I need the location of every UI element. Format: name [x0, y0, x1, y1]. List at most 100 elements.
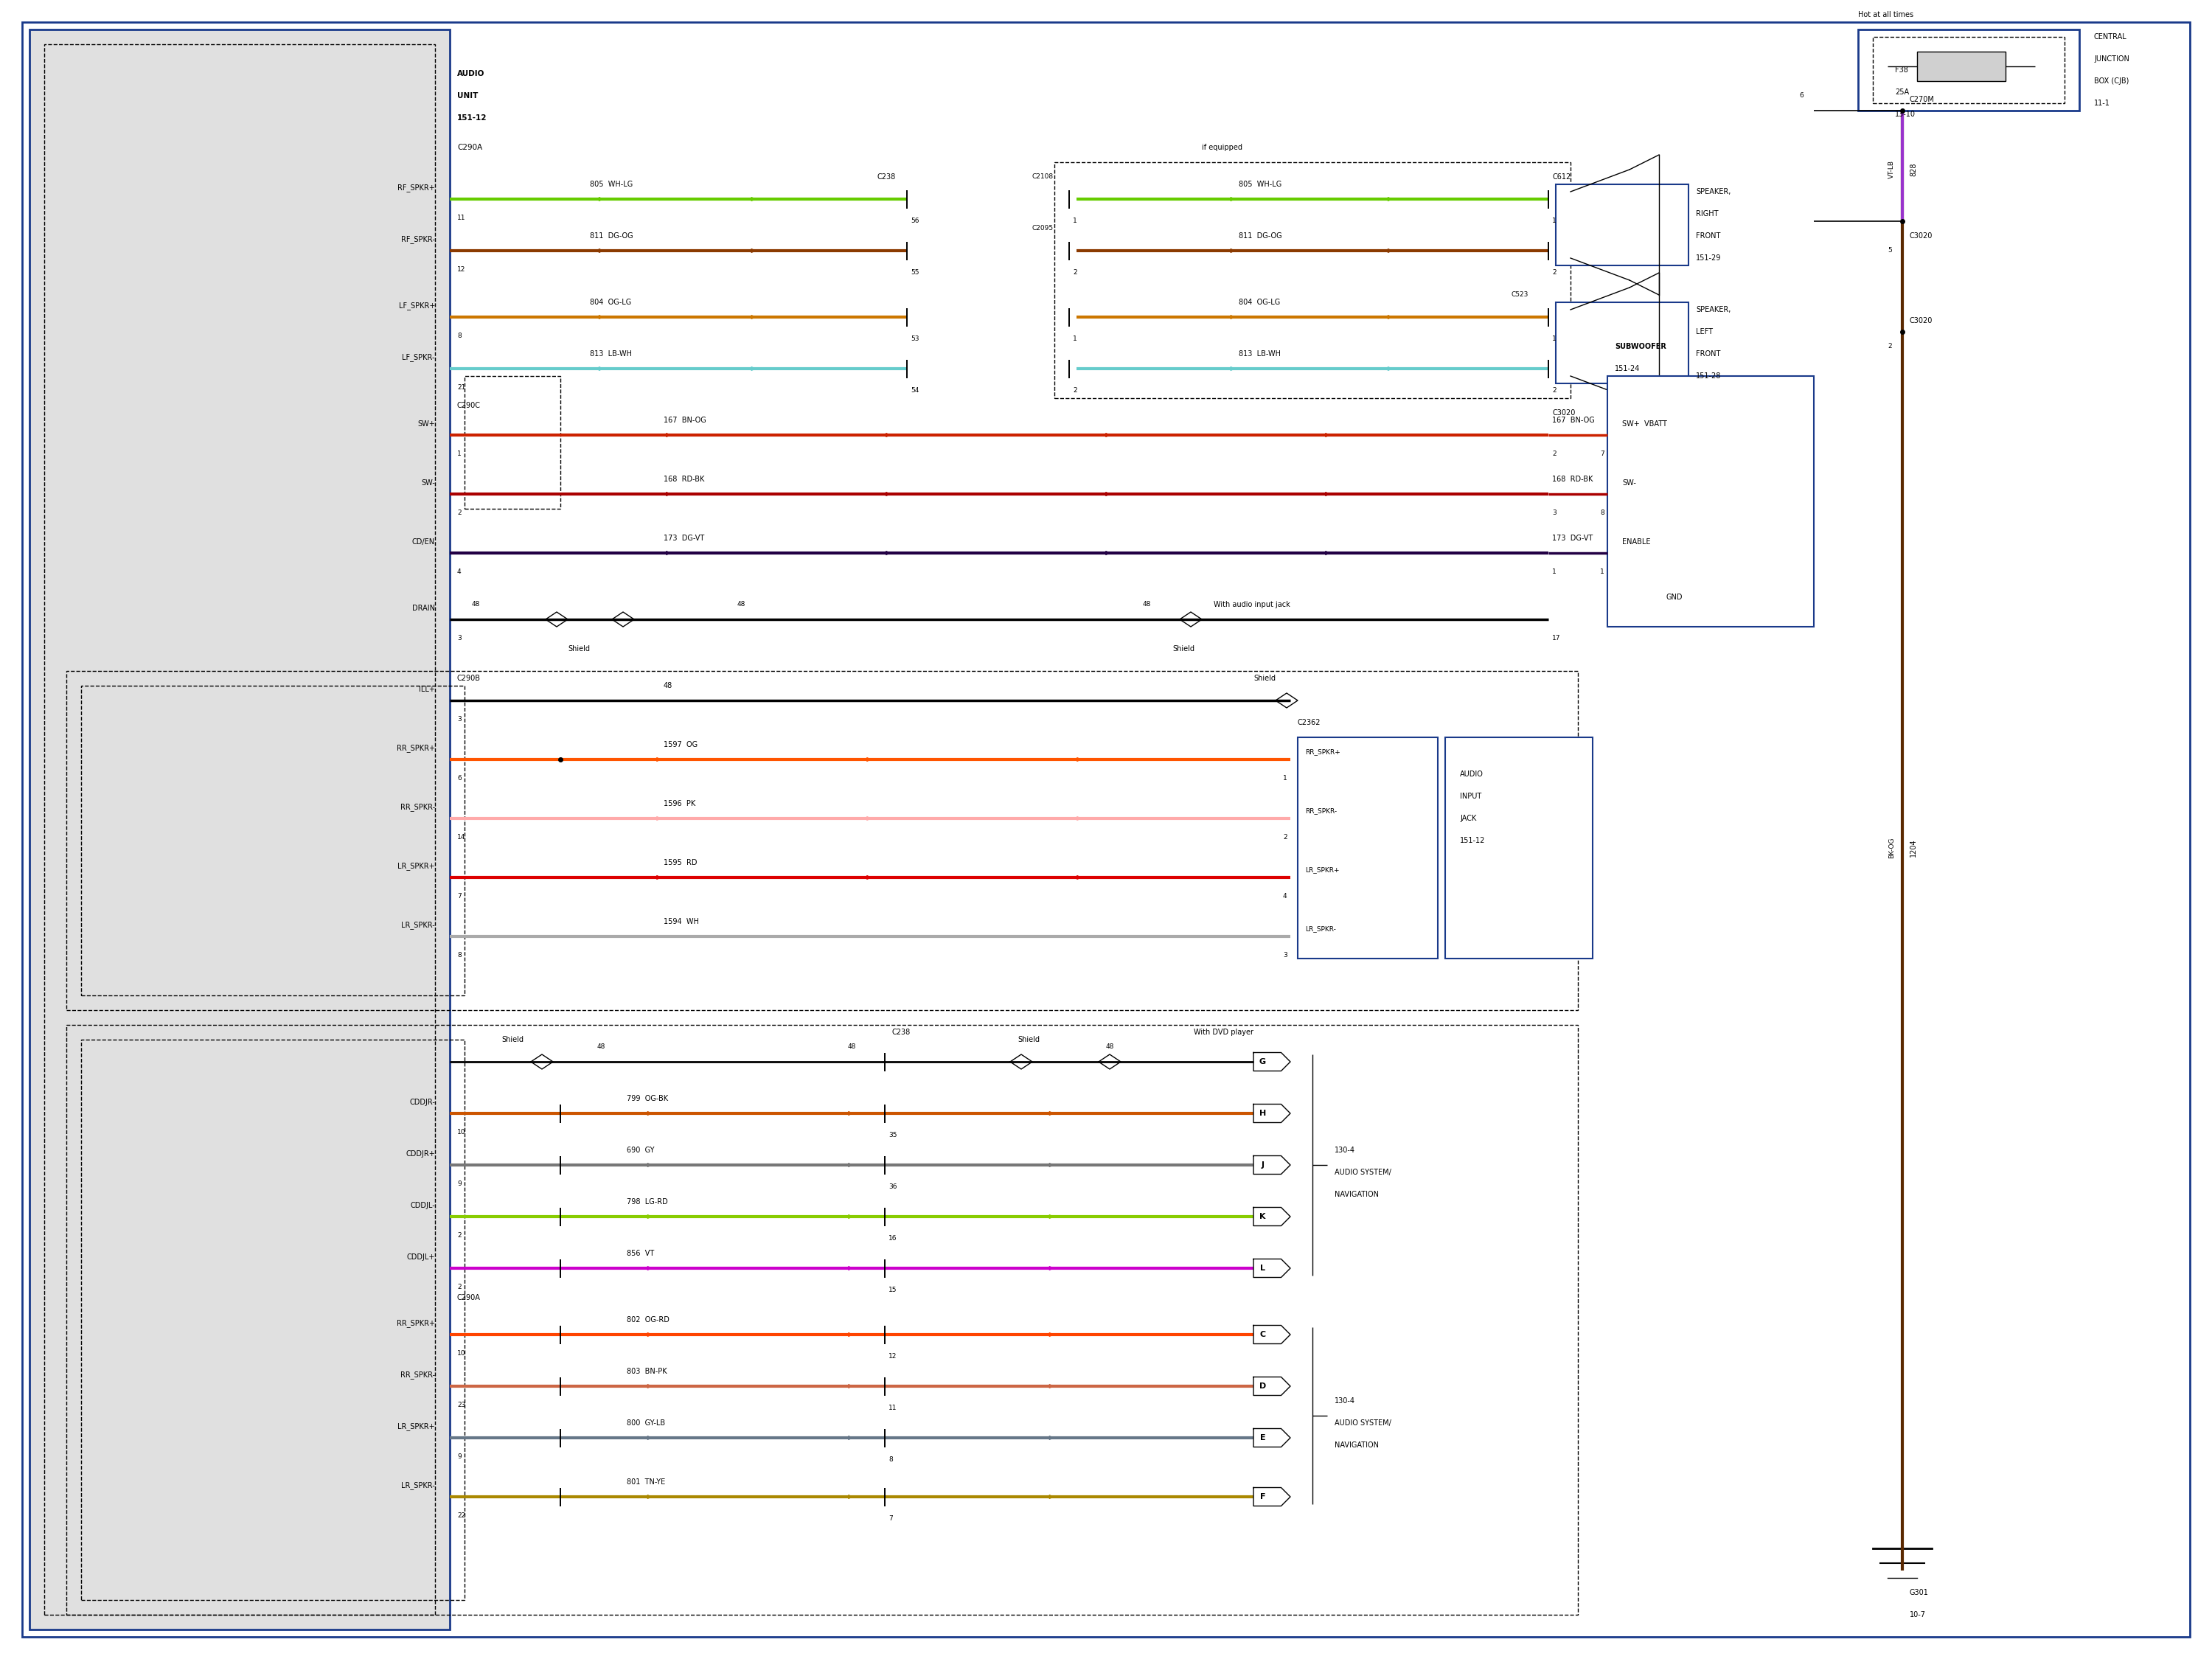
Text: 7: 7	[1599, 450, 1604, 456]
Text: With DVD player: With DVD player	[1194, 1029, 1254, 1035]
Text: 7: 7	[458, 893, 462, 899]
Text: C2362: C2362	[1298, 718, 1321, 727]
Text: C238: C238	[878, 173, 896, 181]
Bar	[1874, 36, 2064, 103]
Text: RR_SPKR+: RR_SPKR+	[396, 745, 436, 753]
Text: ENABLE: ENABLE	[1621, 538, 1650, 546]
Text: 151-12: 151-12	[1460, 836, 1484, 844]
Text: LR_SPKR+: LR_SPKR+	[398, 1423, 436, 1430]
Bar	[82, 685, 465, 995]
Text: 3: 3	[458, 715, 462, 722]
Bar	[66, 670, 1577, 1010]
Text: CDDJL+: CDDJL+	[407, 1254, 436, 1261]
Text: J: J	[1261, 1161, 1265, 1168]
Text: 799  OG-BK: 799 OG-BK	[626, 1095, 668, 1102]
Bar	[44, 45, 436, 1614]
Text: INPUT: INPUT	[1460, 793, 1482, 800]
Text: 804  OG-LG: 804 OG-LG	[591, 299, 630, 305]
Text: G: G	[1259, 1058, 1265, 1065]
Text: 48: 48	[847, 1044, 856, 1050]
Text: 56: 56	[911, 217, 920, 224]
Text: 856  VT: 856 VT	[626, 1249, 655, 1258]
Text: 48: 48	[1106, 1044, 1115, 1050]
Text: 21: 21	[458, 383, 465, 390]
Text: 2: 2	[1073, 388, 1077, 395]
Text: SW+  VBATT: SW+ VBATT	[1621, 420, 1668, 428]
Text: UNIT: UNIT	[458, 93, 478, 100]
Text: 10: 10	[458, 1128, 465, 1135]
Text: RR_SPKR-: RR_SPKR-	[400, 803, 436, 811]
Text: F38: F38	[1896, 66, 1909, 73]
Text: Hot at all times: Hot at all times	[1858, 12, 1913, 18]
Text: 15: 15	[889, 1287, 898, 1294]
Text: RR_SPKR+: RR_SPKR+	[1305, 748, 1340, 755]
Text: L: L	[1261, 1264, 1265, 1272]
Text: 1: 1	[1073, 335, 1077, 342]
Text: 802  OG-RD: 802 OG-RD	[626, 1316, 670, 1324]
Text: D: D	[1259, 1382, 1265, 1390]
Text: 173  DG-VT: 173 DG-VT	[1553, 534, 1593, 542]
Text: 54: 54	[911, 388, 918, 395]
Text: C3020: C3020	[1909, 317, 1933, 325]
Text: 168  RD-BK: 168 RD-BK	[664, 476, 703, 483]
Text: 6: 6	[458, 775, 462, 781]
Text: LF_SPKR-: LF_SPKR-	[403, 353, 436, 362]
Text: 11-1: 11-1	[2095, 100, 2110, 106]
Text: RR_SPKR+: RR_SPKR+	[396, 1319, 436, 1327]
Text: 800  GY-LB: 800 GY-LB	[626, 1420, 666, 1427]
Text: C2108: C2108	[1033, 174, 1053, 181]
Text: 1: 1	[458, 450, 462, 456]
Text: 10: 10	[458, 1350, 465, 1357]
Text: 55: 55	[911, 269, 920, 275]
Text: CDDJR-: CDDJR-	[409, 1098, 436, 1107]
Text: 6: 6	[1798, 93, 1803, 100]
Text: CDDJL-: CDDJL-	[409, 1201, 436, 1209]
Text: SPEAKER,: SPEAKER,	[1697, 305, 1730, 314]
Text: 48: 48	[1144, 601, 1150, 607]
Text: VT-LB: VT-LB	[1889, 161, 1896, 179]
Text: C612: C612	[1553, 173, 1571, 181]
Bar	[1444, 737, 1593, 959]
Text: C3020: C3020	[1909, 232, 1933, 239]
Text: 168  RD-BK: 168 RD-BK	[1553, 476, 1593, 483]
Text: Shield: Shield	[1172, 645, 1194, 652]
Text: 1: 1	[1599, 567, 1604, 574]
Text: 2: 2	[458, 1284, 462, 1291]
Text: JACK: JACK	[1460, 815, 1475, 823]
Text: 48: 48	[597, 1044, 606, 1050]
Text: 22: 22	[458, 1511, 465, 1518]
Text: 5: 5	[1887, 247, 1891, 254]
Text: 3: 3	[458, 634, 462, 640]
Text: 8: 8	[458, 332, 462, 338]
Text: C290B: C290B	[458, 675, 480, 682]
Text: 17: 17	[1553, 634, 1562, 640]
Text: 14: 14	[458, 833, 465, 839]
Text: Shield: Shield	[1254, 675, 1276, 682]
Text: 130-4: 130-4	[1334, 1397, 1356, 1405]
Text: 2: 2	[1553, 450, 1557, 456]
Text: 1596  PK: 1596 PK	[664, 800, 695, 808]
Bar	[1298, 737, 1438, 959]
Text: 23: 23	[458, 1402, 465, 1408]
Text: 53: 53	[911, 335, 920, 342]
Text: LEFT: LEFT	[1697, 328, 1712, 335]
Text: 1204: 1204	[1909, 839, 1918, 858]
Text: if equipped: if equipped	[1201, 144, 1243, 151]
Text: SW-: SW-	[1621, 479, 1637, 486]
Text: FRONT: FRONT	[1697, 232, 1721, 239]
Text: NAVIGATION: NAVIGATION	[1334, 1191, 1378, 1198]
Text: C523: C523	[1511, 292, 1528, 299]
Text: SW+: SW+	[418, 420, 436, 428]
Text: RF_SPKR+: RF_SPKR+	[398, 184, 436, 192]
Bar	[1608, 377, 1814, 627]
Text: LR_SPKR-: LR_SPKR-	[400, 1481, 436, 1490]
Text: 10-7: 10-7	[1909, 1611, 1927, 1619]
Text: 25A: 25A	[1896, 88, 1909, 96]
Text: JUNCTION: JUNCTION	[2095, 55, 2130, 63]
Text: 151-12: 151-12	[458, 114, 487, 121]
Text: 4: 4	[458, 567, 462, 574]
Text: 36: 36	[889, 1185, 898, 1191]
Text: 1595  RD: 1595 RD	[664, 859, 697, 866]
Text: 8: 8	[458, 952, 462, 959]
Text: 11: 11	[458, 214, 465, 221]
